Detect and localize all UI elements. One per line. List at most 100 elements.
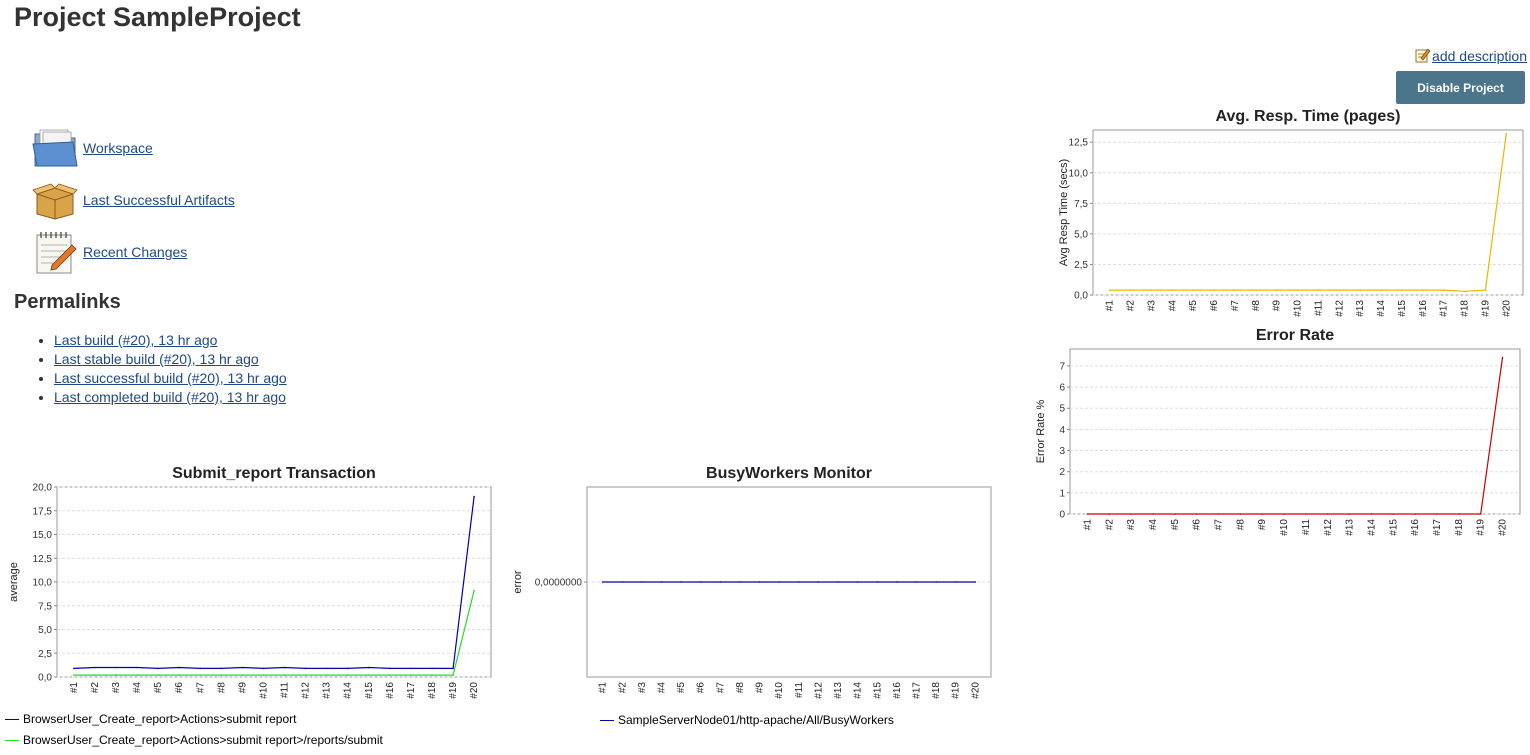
submit-report-chart-svg: Submit_report Transaction 0,0 2,5 5,0 7,5 10,… <box>8 465 492 699</box>
data-point <box>178 674 180 676</box>
x-tick-label: #10 <box>258 682 269 699</box>
permalink-last-successful-build[interactable]: Last successful build (#20), 13 hr ago <box>54 370 287 386</box>
busyworkers-chart: BusyWorkers Monitor 0,0000000 error #1 #2 #3 #… <box>505 460 995 705</box>
chart-title: Error Rate <box>1256 327 1334 344</box>
x-tick-label: #14 <box>1376 300 1387 317</box>
add-description-link[interactable]: add description <box>1432 48 1527 64</box>
x-tick-label: #12 <box>301 682 312 699</box>
x-tick-label: #11 <box>794 682 805 698</box>
data-point <box>368 666 370 669</box>
data-point <box>241 674 244 676</box>
x-tick-label: #3 <box>111 682 122 694</box>
legend-label: BrowserUser_Create_report>Actions>submit… <box>23 733 383 747</box>
x-tick-label: #14 <box>853 682 864 699</box>
data-point <box>758 581 761 583</box>
data-point <box>157 667 159 670</box>
data-point <box>641 581 643 583</box>
x-tick-label: #8 <box>1251 300 1262 312</box>
data-point <box>199 667 202 670</box>
task-last-successful-artifacts[interactable]: Last Successful Artifacts <box>30 174 235 226</box>
data-point <box>410 674 412 676</box>
data-point <box>73 667 75 670</box>
x-tick-label: #15 <box>1397 300 1408 317</box>
data-point <box>1192 289 1194 291</box>
x-tick-label: #18 <box>1454 519 1465 536</box>
data-point <box>739 581 741 583</box>
task-workspace-link[interactable]: Workspace <box>83 140 153 156</box>
series-line <box>73 496 475 670</box>
permalink-item: Last successful build (#20), 13 hr ago <box>54 369 287 388</box>
task-last-successful-artifacts-link[interactable]: Last Successful Artifacts <box>83 192 235 208</box>
x-tick-label: #16 <box>892 682 903 699</box>
series-line <box>73 590 475 676</box>
legend-item: BrowserUser_Create_report>Actions>submit… <box>5 712 296 726</box>
data-point <box>1275 289 1278 291</box>
y-axis-label: Avg Resp Time (secs) <box>1058 159 1070 266</box>
data-point <box>1108 289 1111 291</box>
page-title: Project SampleProject <box>14 2 301 32</box>
data-point <box>1442 289 1445 291</box>
data-point <box>1174 513 1176 515</box>
x-tick-label: #13 <box>322 682 333 699</box>
x-tick-label: #10 <box>1293 300 1304 317</box>
permalinks-list: Last build (#20), 13 hr ago Last stable … <box>36 331 287 407</box>
x-tick-label: #18 <box>427 682 438 699</box>
x-tick-label: #17 <box>1432 519 1443 536</box>
permalink-last-completed-build[interactable]: Last completed build (#20), 13 hr ago <box>54 389 286 405</box>
y-tick-label: 0,0 <box>1074 291 1088 302</box>
task-recent-changes[interactable]: Recent Changes <box>30 226 235 278</box>
x-tick-label: #1 <box>1082 519 1093 531</box>
legend-swatch <box>5 718 19 720</box>
y-tick-label: 1 <box>1059 488 1065 499</box>
y-tick-label: 5,0 <box>1074 229 1088 240</box>
add-description[interactable]: add description <box>1415 47 1527 65</box>
task-recent-changes-link[interactable]: Recent Changes <box>83 244 188 260</box>
x-tick-label: #17 <box>406 682 417 699</box>
data-point <box>954 581 957 583</box>
x-tick-label: #8 <box>735 682 746 694</box>
x-tick-label: #20 <box>970 682 981 699</box>
y-tick-label: 5,0 <box>38 625 52 636</box>
x-tick-label: #5 <box>153 682 164 694</box>
x-tick-label: #8 <box>1235 519 1246 531</box>
data-point <box>1479 513 1482 515</box>
x-tick-label: #1 <box>598 682 609 694</box>
data-point <box>1422 289 1424 291</box>
x-tick-label: #4 <box>132 682 143 694</box>
x-tick-label: #13 <box>1345 519 1356 536</box>
x-tick-label: #13 <box>833 682 844 699</box>
data-point <box>346 667 349 670</box>
disable-project-button[interactable]: Disable Project <box>1396 71 1525 104</box>
data-point <box>660 581 663 583</box>
data-point <box>262 667 265 670</box>
data-point <box>199 674 202 676</box>
permalink-last-stable-build[interactable]: Last stable build (#20), 13 hr ago <box>54 351 259 367</box>
legend-label: BrowserUser_Create_report>Actions>submit… <box>23 712 297 726</box>
x-tick-label: #6 <box>1209 300 1220 312</box>
task-workspace[interactable]: Workspace <box>30 122 235 174</box>
data-point <box>1436 513 1438 515</box>
data-point <box>699 581 702 583</box>
legend-label: SampleServerNode01/http-apache/All/BusyW… <box>618 713 894 727</box>
y-tick-label: 2,5 <box>38 649 52 660</box>
data-point <box>178 666 180 669</box>
x-tick-label: #10 <box>774 682 785 699</box>
task-list: Workspace Last Successful Artifacts <box>30 122 235 278</box>
permalink-item: Last stable build (#20), 13 hr ago <box>54 350 287 369</box>
x-tick-label: #2 <box>617 682 628 694</box>
data-point <box>283 666 286 669</box>
x-tick-label: #2 <box>1104 519 1115 531</box>
x-tick-label: #19 <box>951 682 962 699</box>
x-tick-label: #16 <box>1418 300 1429 317</box>
data-point <box>896 581 898 583</box>
x-tick-label: #4 <box>657 682 668 694</box>
data-point <box>115 666 117 669</box>
x-tick-label: #20 <box>1501 300 1512 317</box>
y-tick-label: 12,5 <box>1069 138 1089 149</box>
data-point <box>1348 513 1351 515</box>
data-point <box>974 581 977 583</box>
data-point <box>115 674 117 676</box>
permalink-last-build[interactable]: Last build (#20), 13 hr ago <box>54 332 218 348</box>
y-tick-label: 0 <box>1059 510 1065 521</box>
legend-item: SampleServerNode01/http-apache/All/BusyW… <box>600 713 894 727</box>
